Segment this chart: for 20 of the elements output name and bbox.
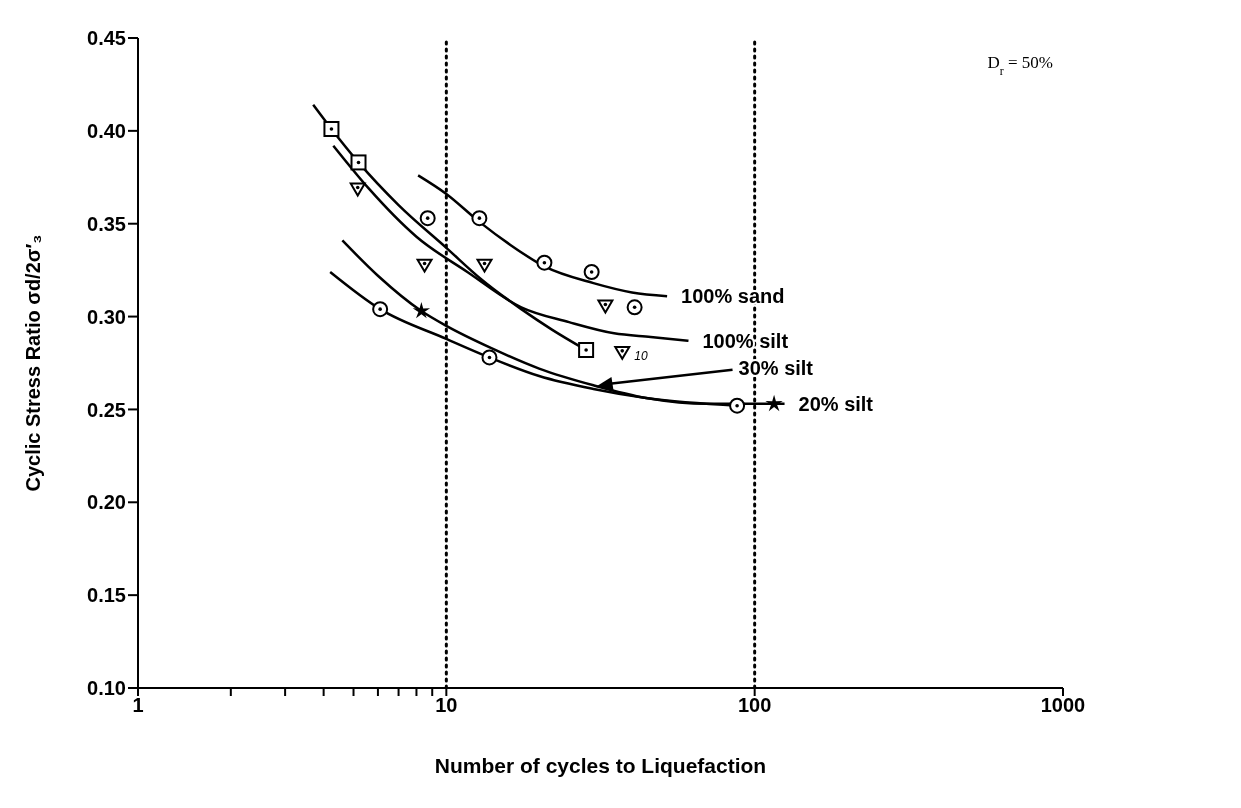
y-tick-label: 0.35 bbox=[87, 212, 126, 235]
y-tick-label: 0.40 bbox=[87, 119, 126, 142]
x-tick-label: 10 bbox=[435, 694, 458, 717]
y-tick-label: 0.15 bbox=[87, 584, 126, 607]
series-label: 100% silt bbox=[702, 329, 789, 352]
annotation: 10 bbox=[634, 348, 648, 363]
annotation: D$_{r}$ = 50% bbox=[987, 53, 1053, 78]
y-tick-label: 0.30 bbox=[87, 305, 126, 328]
series-label: 100% sand bbox=[681, 285, 785, 308]
x-tick-label: 100 bbox=[737, 694, 772, 717]
y-axis-title: Cyclic Stress Ratio σd/2σ′₃ bbox=[22, 234, 45, 492]
y-tick-label: 0.10 bbox=[87, 677, 126, 700]
y-tick-label: 0.45 bbox=[87, 27, 126, 50]
series-label: 30% silt bbox=[738, 356, 814, 379]
y-tick-label: 0.20 bbox=[87, 491, 126, 514]
y-tick-label: 0.25 bbox=[87, 398, 126, 421]
x-tick-label: 1000 bbox=[1040, 694, 1086, 717]
x-axis-title: Number of cycles to Liquefaction bbox=[434, 754, 767, 777]
x-tick-label: 1 bbox=[132, 694, 144, 717]
series-label: 20% silt bbox=[798, 392, 874, 415]
